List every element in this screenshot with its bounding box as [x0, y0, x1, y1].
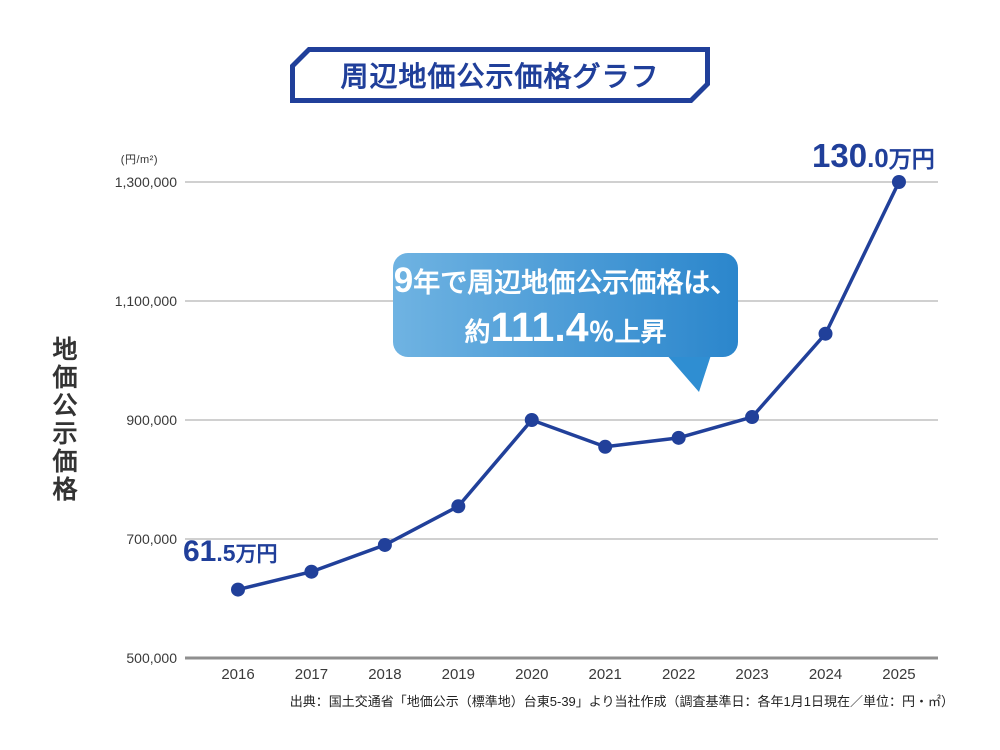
title-box-inner: 周辺地価公示価格グラフ: [295, 52, 705, 98]
y-axis-title: 地価公示価格: [49, 336, 77, 504]
data-point-2018: [377, 537, 392, 552]
first-point-value-label: 61.5 万円: [183, 537, 278, 567]
title-box: 周辺地価公示価格グラフ: [290, 47, 710, 103]
x-tick-label-2021: 2021: [588, 666, 622, 683]
x-tick-label-2018: 2018: [368, 666, 402, 683]
data-point-2021: [598, 439, 613, 454]
x-tick-label-2020: 2020: [515, 666, 549, 683]
data-point-2019: [451, 499, 466, 514]
last-point-value-unit: 万円: [888, 146, 935, 172]
data-point-2017: [304, 564, 319, 579]
last-point-value-int: 130: [812, 137, 868, 174]
data-point-2022: [671, 430, 686, 445]
x-tick-label-2016: 2016: [221, 666, 255, 683]
x-tick-label-2025: 2025: [882, 666, 916, 683]
x-tick-label-2017: 2017: [294, 666, 329, 683]
x-tick-label-2024: 2024: [808, 666, 843, 683]
x-tick-label-2022: 2022: [661, 666, 696, 683]
y-tick-label-500000: 500,000: [126, 650, 177, 666]
first-point-value-unit: 万円: [235, 543, 278, 566]
last-point-value-label: 130.0 万円: [812, 139, 935, 172]
data-point-2020: [524, 413, 539, 427]
source-note: 出典：国土交通省「地価公示（標準地）台東5-39」より当社作成（調査基準日：各年…: [289, 694, 954, 709]
y-tick-label-1100000: 1,100,000: [114, 293, 177, 309]
annotation-line1-text: 年で周辺地価公示価格は、: [413, 267, 738, 298]
y-axis-unit-label: (円/m²): [120, 154, 158, 166]
speech-bubble-annotation: 9年で周辺地価公示価格は、 約 111.4 ％上昇: [393, 253, 738, 357]
data-point-2023: [745, 410, 760, 425]
annotation-approx-prefix: 約: [464, 317, 491, 348]
page-title: 周辺地価公示価格グラフ: [340, 61, 660, 92]
data-point-2024: [818, 326, 833, 341]
y-tick-label-700000: 700,000: [126, 531, 177, 547]
last-point-value-dec: .0: [867, 143, 889, 173]
data-point-2016: [231, 582, 245, 597]
y-tick-label-1300000: 1,300,000: [114, 174, 177, 190]
first-point-value-int: 61: [183, 535, 217, 568]
data-point-2025: [891, 175, 906, 189]
price-trend-line: [236, 180, 901, 592]
annotation-percent-value: 111.4: [490, 304, 589, 351]
first-point-value-dec: .5: [216, 540, 236, 566]
annotation-line2: 約 111.4 ％上昇: [464, 303, 666, 352]
x-tick-label-2019: 2019: [441, 666, 475, 683]
annotation-line1: 9年で周辺地価公示価格は、: [394, 258, 737, 304]
annotation-years-number: 9: [393, 260, 414, 300]
annotation-percent-suffix: ％上昇: [588, 317, 667, 348]
x-tick-label-2023: 2023: [735, 666, 769, 683]
y-tick-label-900000: 900,000: [126, 412, 177, 428]
